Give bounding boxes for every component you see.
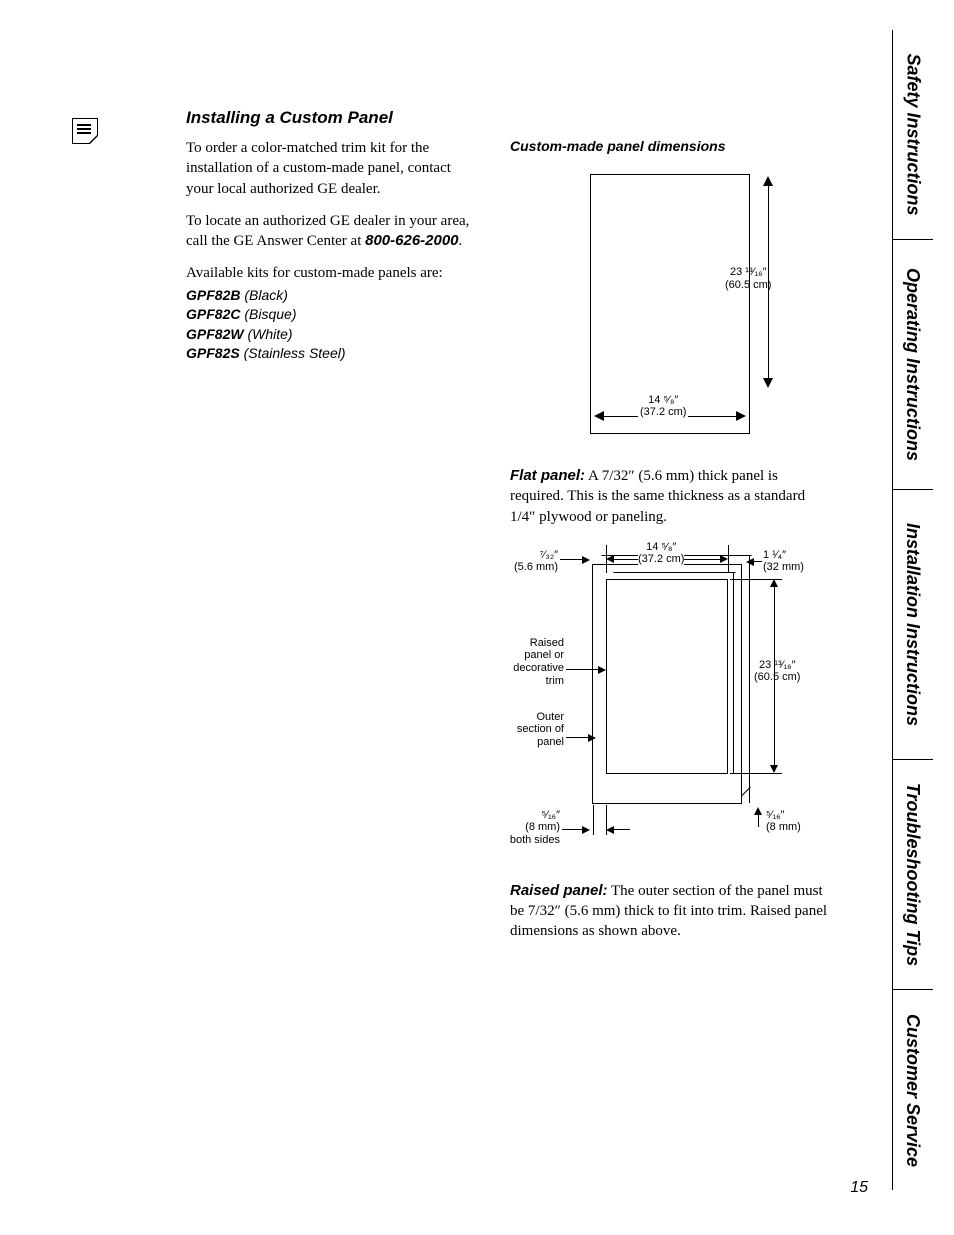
p2-text-b: . [459, 233, 463, 249]
kit-code: GPF82B [186, 287, 240, 303]
tab-customer-service[interactable]: Customer Service [893, 990, 933, 1190]
kit-row: GPF82S (Stainless Steel) [186, 344, 471, 364]
d2-raised-label: Raised panel or decorative trim [502, 637, 564, 688]
diagram-flat-panel: 23 ¹³⁄₁₆″(60.5 cm) 14 ⁵⁄₈″(37.2 cm) [510, 166, 810, 456]
kit-desc: (Stainless Steel) [240, 345, 346, 361]
kit-desc: (White) [244, 326, 293, 342]
d1-height-label: 23 ¹³⁄₁₆″(60.5 cm) [725, 266, 771, 292]
d2-outer-label: Outer section of panel [502, 711, 564, 749]
flat-panel-text: Flat panel: A 7/32″ (5.6 mm) thick panel… [510, 466, 830, 527]
dimensions-heading: Custom-made panel dimensions [510, 138, 830, 154]
intro-paragraph-1: To order a color-matched trim kit for th… [186, 138, 471, 199]
tab-installation[interactable]: Installation Instructions [893, 490, 933, 760]
kit-code: GPF82C [186, 306, 240, 322]
section-title: Installing a Custom Panel [186, 108, 471, 128]
d1-width-label: 14 ⁵⁄₈″(37.2 cm) [638, 394, 688, 418]
kit-desc: (Black) [240, 287, 287, 303]
d2-side-label: ⁵⁄₁₆″(8 mm)both sides [498, 809, 560, 847]
diagram-raised-panel: ⁷⁄₃₂″(5.6 mm) 14 ⁵⁄₈″(37.2 cm) 1 ¹⁄₄″(32… [498, 539, 828, 869]
kits-intro: Available kits for custom-made panels ar… [186, 263, 471, 283]
intro-paragraph-2: To locate an authorized GE dealer in you… [186, 211, 471, 252]
kit-desc: (Bisque) [240, 306, 296, 322]
tab-troubleshooting[interactable]: Troubleshooting Tips [893, 760, 933, 990]
right-column: Custom-made panel dimensions 23 ¹³⁄₁₆″(6… [510, 138, 830, 954]
kit-row: GPF82W (White) [186, 325, 471, 345]
raised-panel-text: Raised panel: The outer section of the p… [510, 881, 830, 942]
d2-depth-label: 1 ¹⁄₄″(32 mm) [763, 549, 818, 574]
d2-bottom-label: ⁵⁄₁₆″(8 mm) [766, 809, 821, 834]
side-tab-index: Safety Instructions Operating Instructio… [892, 30, 932, 1190]
kit-row: GPF82C (Bisque) [186, 305, 471, 325]
d2-height-label: 23 ¹³⁄₁₆″(60.5 cm) [754, 659, 800, 683]
flat-panel-label: Flat panel: [510, 467, 585, 484]
raised-panel-label: Raised panel: [510, 882, 608, 899]
left-column: Installing a Custom Panel To order a col… [186, 108, 471, 364]
kit-code: GPF82S [186, 345, 240, 361]
tab-operating[interactable]: Operating Instructions [893, 240, 933, 490]
kit-code: GPF82W [186, 326, 244, 342]
d2-thickness-label: ⁷⁄₃₂″(5.6 mm) [508, 549, 558, 574]
kit-row: GPF82B (Black) [186, 286, 471, 306]
d2-width-label: 14 ⁵⁄₈″(37.2 cm) [638, 541, 684, 565]
note-icon [72, 118, 98, 144]
phone-number: 800-626-2000 [365, 232, 458, 249]
page-number: 15 [850, 1179, 868, 1197]
tab-safety[interactable]: Safety Instructions [893, 30, 933, 240]
